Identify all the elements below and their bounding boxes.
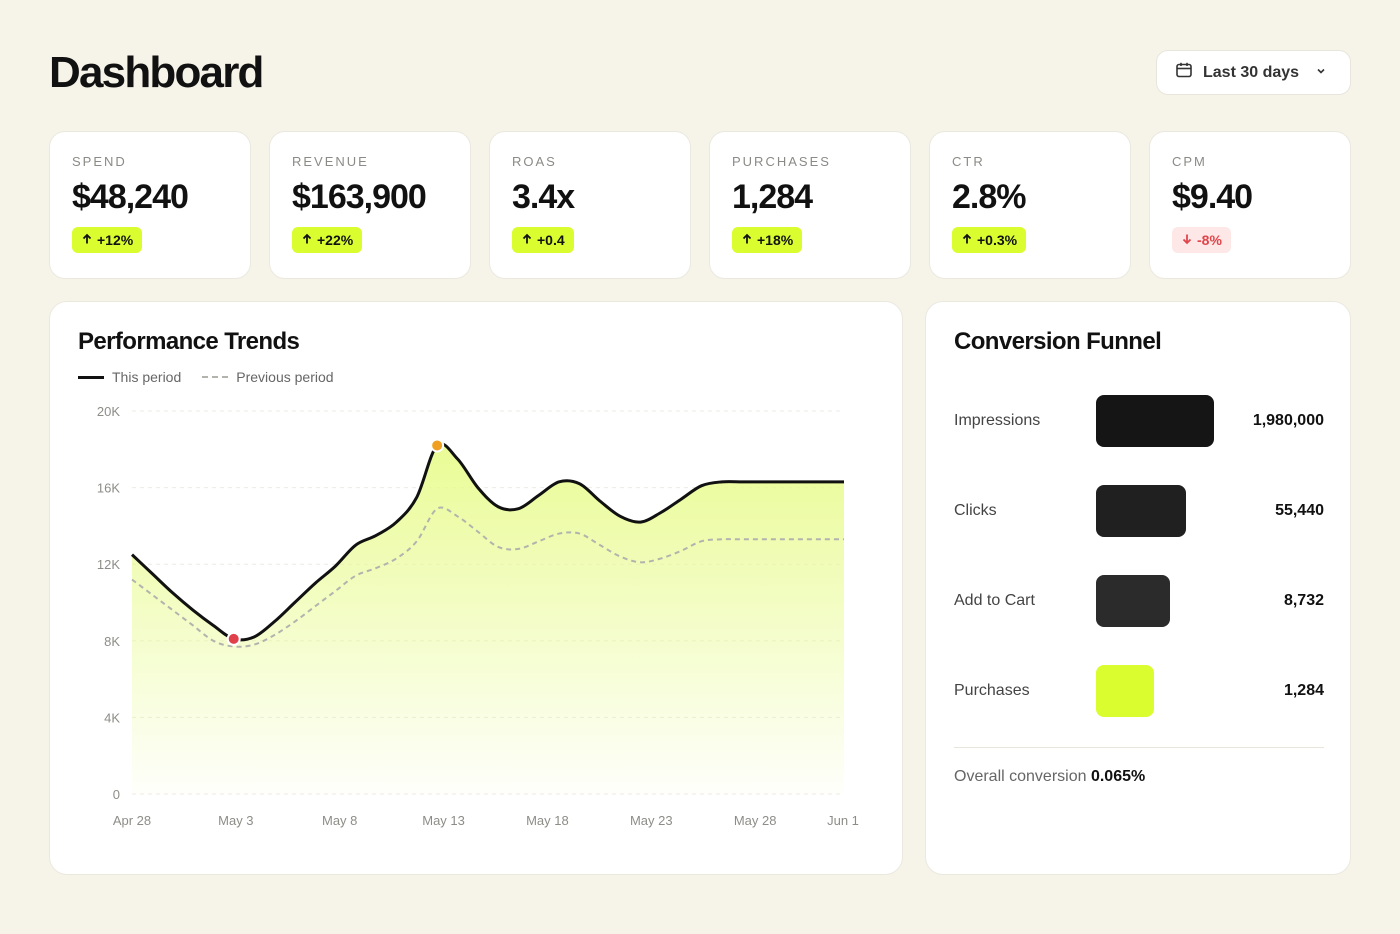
funnel-label-impressions: Impressions — [954, 412, 1041, 429]
kpi-card-roas: ROAS 3.4x +0.4 — [489, 131, 691, 279]
kpi-delta-badge: +12% — [72, 227, 143, 253]
funnel-bar-purchases — [1096, 665, 1154, 717]
kpi-value: $163,900 — [292, 178, 427, 216]
kpi-label: CPM — [1172, 154, 1207, 169]
funnel-label-add-to-cart: Add to Cart — [954, 592, 1035, 609]
kpi-delta-badge: -8% — [1172, 227, 1231, 253]
x-tick-label: May 3 — [218, 813, 253, 828]
arrow-up-icon — [961, 232, 973, 248]
chevron-down-icon — [1315, 64, 1327, 82]
funnel-bar-impressions — [1096, 395, 1215, 447]
arrow-up-icon — [741, 232, 753, 248]
y-tick-label: 16K — [97, 481, 120, 496]
kpi-card-ctr: CTR 2.8% +0.3% — [929, 131, 1131, 279]
date-range-button[interactable]: Last 30 days — [1156, 50, 1351, 95]
series-area-this-period — [132, 443, 844, 794]
calendar-icon — [1175, 61, 1193, 84]
x-tick-label: May 23 — [630, 813, 673, 828]
funnel-row: Purchases 1,284 — [954, 665, 1324, 717]
kpi-card-cpm: CPM $9.40 -8% — [1149, 131, 1351, 279]
kpi-row: SPEND $48,240 +12% REVENUE $163,900 +22%… — [49, 131, 1351, 279]
funnel-row: Impressions 1,980,000 — [954, 395, 1324, 447]
kpi-delta: +18% — [757, 232, 794, 248]
funnel-bar-track — [1096, 575, 1256, 627]
funnel-bar-track — [1096, 485, 1256, 537]
funnel-bar-track — [1096, 395, 1256, 447]
kpi-delta-badge: +22% — [292, 227, 363, 253]
chart-legend: This period Previous period — [78, 369, 355, 385]
kpi-delta: +12% — [97, 232, 134, 248]
kpi-delta: -8% — [1197, 232, 1222, 248]
kpi-delta: +0.4 — [537, 232, 565, 248]
kpi-label: SPEND — [72, 154, 127, 169]
kpi-delta-badge: +0.4 — [512, 227, 574, 253]
overall-conversion: Overall conversion 0.065% — [954, 768, 1145, 786]
conversion-funnel-title: Conversion Funnel — [954, 328, 1162, 355]
kpi-delta-badge: +18% — [732, 227, 803, 253]
performance-trends-card: Performance Trends This period Previous … — [49, 301, 903, 875]
legend-previous-period: Previous period — [202, 369, 334, 385]
kpi-label: REVENUE — [292, 154, 369, 169]
legend-swatch-dashed — [202, 376, 229, 378]
funnel-label-clicks: Clicks — [954, 502, 997, 519]
legend-label: This period — [112, 369, 182, 385]
kpi-value: $9.40 — [1172, 178, 1253, 216]
arrow-up-icon — [81, 232, 93, 248]
funnel-value-clicks: 55,440 — [1275, 502, 1324, 519]
page-title: Dashboard — [49, 48, 264, 97]
kpi-value: 2.8% — [952, 178, 1027, 216]
date-range-label: Last 30 days — [1203, 63, 1300, 81]
kpi-delta-badge: +0.3% — [952, 227, 1027, 253]
y-tick-label: 0 — [113, 787, 120, 802]
x-tick-label: May 18 — [526, 813, 569, 828]
kpi-label: CTR — [952, 154, 985, 169]
funnel-bar-track — [1096, 665, 1256, 717]
data-point-marker[interactable] — [430, 438, 445, 453]
kpi-value: 3.4x — [512, 178, 575, 216]
overall-conversion-value: 0.065% — [1090, 768, 1146, 785]
arrow-down-icon — [1181, 232, 1193, 248]
performance-trends-chart: 0 4K 8K 12K 16K 20K Apr 28 May 3 May 8 May 13 May … — [97, 404, 859, 828]
funnel-value-add-to-cart: 8,732 — [1283, 592, 1324, 609]
arrow-up-icon — [521, 232, 533, 248]
legend-this-period: This period — [78, 369, 181, 385]
conversion-funnel-card: Conversion Funnel Impressions 1,980,000 Cl… — [925, 301, 1351, 875]
kpi-value: $48,240 — [72, 178, 189, 216]
funnel-divider — [954, 747, 1324, 748]
funnel-row: Clicks 55,440 — [954, 485, 1324, 537]
y-tick-label: 12K — [97, 557, 120, 572]
kpi-delta: +22% — [317, 232, 354, 248]
x-tick-label: May 28 — [734, 813, 777, 828]
legend-swatch-solid — [78, 375, 104, 379]
legend-label: Previous period — [236, 369, 334, 385]
funnel-value-purchases: 1,284 — [1283, 682, 1324, 699]
funnel-bar-clicks — [1096, 485, 1186, 537]
x-tick-label: May 13 — [422, 813, 465, 828]
kpi-label: ROAS — [512, 154, 557, 169]
y-tick-label: 8K — [104, 634, 120, 649]
arrow-up-icon — [301, 232, 313, 248]
kpi-label: PURCHASES — [732, 154, 831, 169]
funnel-label-purchases: Purchases — [954, 682, 1030, 699]
performance-trends-title: Performance Trends — [78, 328, 300, 355]
overall-conversion-label: Overall conversion — [954, 768, 1087, 785]
kpi-delta: +0.3% — [977, 232, 1018, 248]
y-tick-label: 4K — [104, 710, 120, 725]
kpi-card-purchases: PURCHASES 1,284 +18% — [709, 131, 911, 279]
funnel-bar-add-to-cart — [1096, 575, 1170, 627]
series-line-this-period — [130, 442, 844, 642]
x-tick-label: May 8 — [322, 813, 357, 828]
funnel-value-impressions: 1,980,000 — [1252, 412, 1324, 429]
funnel-row: Add to Cart 8,732 — [954, 575, 1324, 627]
y-tick-label: 20K — [97, 404, 120, 419]
kpi-value: 1,284 — [732, 178, 813, 216]
data-point-marker[interactable] — [226, 631, 241, 646]
x-tick-label: Apr 28 — [113, 813, 151, 828]
kpi-card-spend: SPEND $48,240 +12% — [49, 131, 251, 279]
kpi-card-revenue: REVENUE $163,900 +22% — [269, 131, 471, 279]
x-tick-label: Jun 1 — [827, 813, 859, 828]
